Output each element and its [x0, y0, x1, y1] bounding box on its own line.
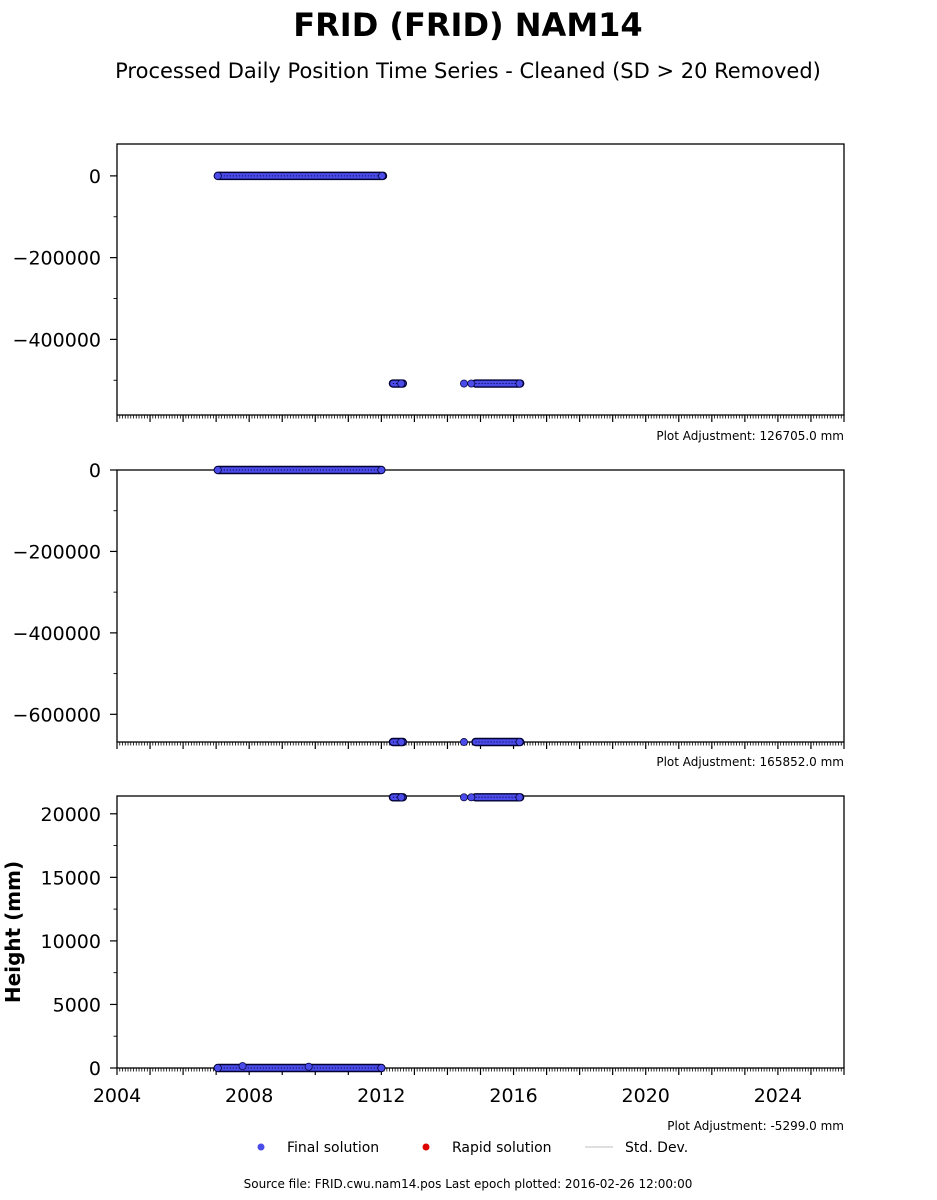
data-point	[213, 1064, 222, 1072]
data-point	[515, 793, 524, 802]
y-ticks	[110, 813, 117, 1069]
y-tick-label: −400000	[13, 623, 101, 645]
plot-frame	[116, 469, 845, 743]
data-point	[467, 793, 476, 802]
data-point	[460, 793, 468, 802]
data-point	[397, 379, 406, 388]
y-tick-label: 10000	[41, 931, 101, 953]
data-run	[213, 171, 388, 181]
panels: 0 −200000 −400000 Plot Adjustment: 126705.0…	[1, 143, 845, 1133]
y-tick-label: 15000	[41, 867, 101, 889]
y-axis-label: Height (mm)	[1, 861, 25, 1003]
panel-up: 0 5000 10000 15000 20000 2004 2008 2012 2016 2020…	[1, 793, 845, 1133]
panel-north: 0 −200000 −400000 Plot Adjustment: 126705.0…	[13, 143, 845, 443]
data-point	[377, 1064, 386, 1072]
y-tick-label: 20000	[41, 804, 101, 826]
source-footer: Source file: FRID.cwu.nam14.pos Last epo…	[244, 1177, 693, 1191]
y-ticks	[110, 469, 117, 715]
x-ticks	[116, 415, 845, 422]
y-tick-label: 5000	[53, 994, 101, 1016]
chart-title: FRID (FRID) NAM14	[293, 6, 642, 44]
data-point	[397, 738, 406, 746]
y-tick-label: −200000	[13, 541, 101, 563]
plot-adjustment: Plot Adjustment: 126705.0 mm	[656, 429, 844, 443]
y-tick-label: 0	[89, 460, 101, 482]
x-tick-label: 2024	[754, 1085, 802, 1107]
data-point	[515, 738, 524, 746]
data-point	[213, 171, 222, 180]
legend-final-label: Final solution	[287, 1140, 379, 1156]
x-tick-label: 2004	[93, 1085, 141, 1107]
y-tick-label: −400000	[13, 329, 101, 351]
y-tick-label: 0	[89, 1058, 101, 1080]
data-point	[460, 379, 468, 388]
data-run	[471, 737, 525, 747]
x-tick-label: 2020	[622, 1085, 670, 1107]
plot-adjustment: Plot Adjustment: 165852.0 mm	[656, 755, 844, 769]
data-point	[377, 466, 386, 474]
y-ticks	[110, 175, 117, 381]
data-series	[213, 465, 525, 747]
plot-frame	[116, 795, 845, 1069]
data-point	[213, 466, 222, 474]
x-tick-label: 2016	[489, 1085, 537, 1107]
legend-stddev-label: Std. Dev.	[625, 1140, 688, 1156]
data-point	[397, 793, 406, 802]
data-point	[515, 379, 524, 388]
legend-rapid-marker	[422, 1143, 430, 1151]
data-point	[460, 738, 468, 746]
data-point	[238, 1062, 247, 1071]
legend-rapid-label: Rapid solution	[452, 1140, 552, 1156]
plot-adjustment: Plot Adjustment: -5299.0 mm	[667, 1119, 844, 1133]
x-tick-label: 2012	[357, 1085, 405, 1107]
plot-frame	[116, 143, 845, 416]
panel-east: 0 −200000 −400000 −600000 Plot Adjustment: 1…	[13, 460, 845, 769]
chart-subtitle: Processed Daily Position Time Series - C…	[115, 59, 821, 83]
legend: Final solution Rapid solution Std. Dev.	[257, 1140, 688, 1156]
y-tick-label: −600000	[13, 704, 101, 726]
y-tick-label: 0	[89, 166, 101, 188]
data-series	[213, 793, 525, 1073]
x-tick-label: 2008	[225, 1085, 273, 1107]
data-point	[378, 171, 386, 180]
legend-final-marker	[257, 1143, 265, 1151]
data-series	[213, 171, 525, 388]
y-tick-label: −200000	[13, 248, 101, 270]
data-point	[467, 379, 476, 388]
data-point	[304, 1062, 313, 1071]
